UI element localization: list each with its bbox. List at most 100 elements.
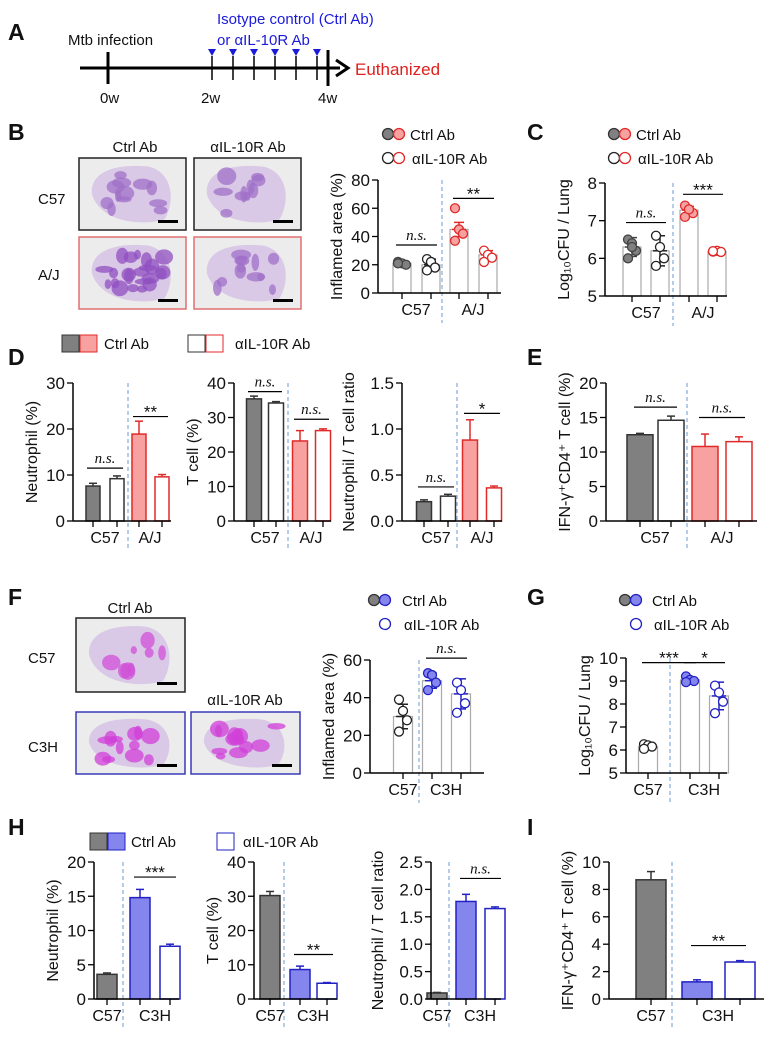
y-axis-label: IFN-γ⁺CD4⁺ T cell (%) [557, 372, 574, 531]
y-tick-label: 10 [227, 956, 246, 975]
bar [316, 982, 338, 1000]
lesion [239, 740, 254, 754]
y-tick-label: 8 [609, 695, 618, 714]
y-tick-label: 1.5 [399, 908, 423, 927]
y-tick-label: 20 [351, 256, 370, 275]
lesion [121, 267, 136, 282]
data-point [707, 246, 719, 257]
bar [635, 879, 667, 1000]
data-point [683, 204, 695, 215]
y-axis-label: Inflamed area (%) [321, 653, 338, 780]
significance-label: n.s. [301, 402, 322, 418]
bar [725, 440, 753, 522]
histology-panel-f: Ctrl Ab αIL-10R Ab C57 C3H [28, 600, 301, 775]
row-label: C3H [28, 739, 58, 756]
y-axis-label: IFN-γ⁺CD4⁺ T cell (%) [560, 851, 577, 1010]
y-axis-label: Neutrophil / T cell ratio [341, 372, 358, 532]
treatment-label: Isotype control (Ctrl Ab) [217, 11, 374, 28]
lesion [106, 180, 125, 194]
lesion [209, 720, 229, 738]
legend-label: Ctrl Ab [104, 336, 149, 353]
data-point [459, 698, 471, 709]
x-category-label: C57 [636, 1008, 665, 1025]
significance-label: n.s. [636, 206, 657, 222]
significance-label: ** [467, 184, 481, 203]
bar [415, 500, 433, 522]
chart-h2: 0 10 20 30 40 C57 C3H T cell (%) ** [205, 853, 338, 1029]
legend-label: αIL-10R Ab [404, 617, 479, 634]
y-tick-label: 2 [592, 963, 601, 982]
y-tick-label: 1.0 [370, 420, 394, 439]
lesion [134, 725, 143, 740]
significance-label: n.s. [95, 451, 116, 467]
lesion [124, 748, 144, 763]
significance-label: *** [145, 863, 165, 882]
y-tick-label: 8 [592, 880, 601, 899]
chart-d2: 0 10 20 30 40 C57 A/J T cell (%) n.s. n.s. [185, 374, 332, 551]
x-category-label: C57 [250, 530, 279, 547]
data-point [397, 705, 409, 716]
lesion [267, 252, 280, 265]
x-category-label: C3H [688, 782, 720, 799]
chart-h3: 0.0 0.5 1.0 1.5 2.0 2.5 C57 C3H Neutrophil / T c… [370, 851, 506, 1029]
bar [259, 894, 281, 1000]
y-tick-label: 20 [343, 726, 362, 745]
data-point [393, 726, 405, 737]
bar [426, 992, 448, 1000]
bar [691, 445, 719, 522]
y-tick-label: 0.0 [370, 512, 394, 531]
data-point [449, 235, 461, 246]
y-tick-label: 0.0 [399, 990, 423, 1009]
data-point [622, 253, 634, 264]
y-tick-label: 0 [589, 512, 598, 531]
bar [109, 477, 125, 522]
significance-label: *** [659, 649, 679, 668]
scale-bar [157, 682, 177, 685]
scale-bar [157, 764, 177, 767]
lesion [212, 279, 222, 296]
significance-label: n.s. [436, 641, 457, 657]
lesion [140, 252, 152, 269]
y-tick-label: 40 [343, 689, 362, 708]
histology-panel-b: Ctrl Ab αIL-10R Ab C57 A/J [38, 139, 302, 310]
y-tick-label: 0 [353, 764, 362, 783]
y-tick-label: 10 [582, 853, 601, 872]
lesion [251, 174, 266, 187]
x-category-label: A/J [299, 530, 322, 547]
significance-label: n.s. [470, 861, 491, 877]
panel-letter-c: C [527, 119, 544, 145]
significance-label: ** [712, 932, 726, 951]
bar [85, 485, 101, 522]
legend-label: αIL-10R Ab [412, 151, 487, 168]
bar [679, 209, 699, 297]
y-tick-label: 10 [579, 443, 598, 462]
lesion [155, 249, 174, 265]
bar [159, 945, 181, 1000]
y-tick-label: 40 [207, 374, 226, 393]
legend-h: Ctrl Ab αIL-10R Ab [89, 832, 318, 851]
tick-label-0w: 0w [100, 90, 119, 107]
lesion [101, 756, 116, 763]
data-point [401, 715, 413, 726]
injection-arrow-icon [271, 49, 279, 56]
chart-e: 0 5 10 15 20 C57 A/J IFN-γ⁺CD4⁺ T cell (%) n.s. n… [557, 372, 757, 551]
y-axis-label: Neutrophil (%) [24, 401, 41, 503]
data-point [717, 696, 729, 707]
bar [131, 433, 147, 522]
data-point [449, 203, 461, 214]
x-category-label: A/J [691, 305, 714, 322]
legend-d: Ctrl Ab αIL-10R Ab [61, 334, 310, 353]
y-tick-label: 4 [592, 935, 601, 954]
significance-label: n.s. [255, 375, 276, 391]
y-tick-label: 0.5 [370, 466, 394, 485]
chart-b: 0 20 40 60 80 C57 A/J Inflamed area (%) n.s. ** [329, 171, 501, 323]
lesion [149, 199, 168, 208]
timeline: Mtb infection Isotype control (Ctrl Ab) … [68, 11, 440, 107]
bar [707, 250, 727, 297]
lesion [211, 747, 228, 755]
legend-label: Ctrl Ab [402, 593, 447, 610]
data-point [421, 265, 433, 276]
y-tick-label: 60 [343, 651, 362, 670]
